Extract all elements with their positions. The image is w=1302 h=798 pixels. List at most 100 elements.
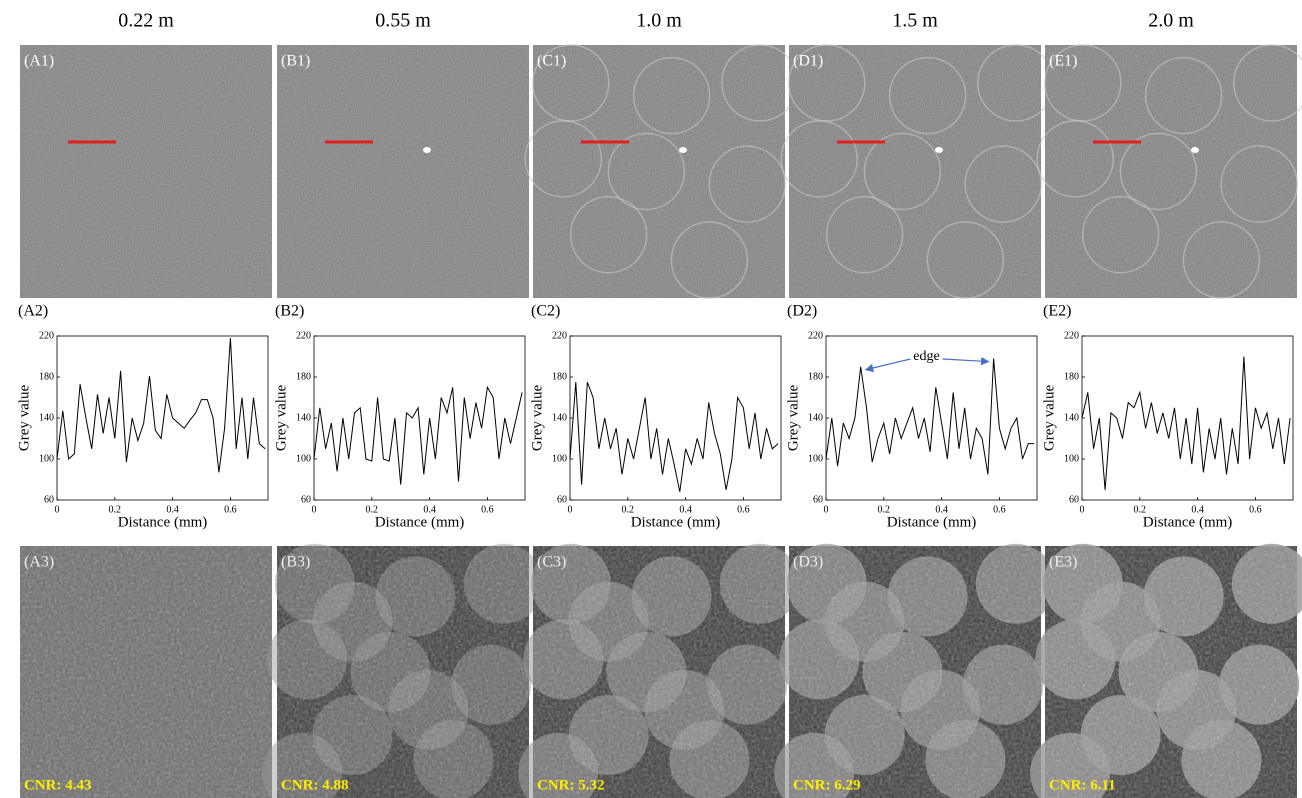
cnr-label: CNR: 6.29 [793,777,861,793]
y-tick-label: 220 [808,330,823,341]
column-header: 1.0 m [636,10,682,32]
data-line [56,337,266,473]
y-axis-label: Grey value [273,385,289,452]
panel-label: (A1) [24,53,54,70]
x-tick-label: 0 [312,504,317,515]
column-header: 2.0 m [1148,10,1194,32]
x-axis-label: Distance (mm) [631,514,721,530]
x-tick-label: 0.6 [481,504,494,515]
panel-label: (E1) [1049,53,1077,70]
y-tick-label: 100 [1064,453,1079,464]
plot-frame [313,335,526,501]
x-tick-label: 0 [1080,504,1085,515]
y-tick-label: 220 [296,330,311,341]
y-tick-label: 220 [552,330,567,341]
data-line [825,358,1035,475]
y-axis-label: Grey value [529,385,545,452]
image-noise [1045,45,1297,298]
x-axis-label: Distance (mm) [375,514,465,530]
y-tick-label: 60 [301,494,311,505]
panel-label: (A2) [18,303,48,320]
panel-label: (C1) [537,53,566,70]
x-axis-label: Distance (mm) [887,514,977,530]
y-tick-label: 220 [1064,330,1079,341]
data-line [313,385,523,485]
panel-label: (D3) [793,554,823,571]
plot-frame [569,335,782,501]
x-tick-label: 0 [568,504,573,515]
column-header: 1.5 m [892,10,938,32]
pore-outline [1220,145,1298,223]
x-tick-label: 0.2 [1134,504,1147,515]
y-tick-label: 180 [39,371,54,382]
x-tick-label: 0.4 [679,504,692,515]
cnr-label: CNR: 4.43 [24,777,92,793]
x-tick-label: 0.2 [366,504,379,515]
y-tick-label: 140 [552,412,567,423]
x-tick-label: 0.6 [224,504,237,515]
data-line [1081,356,1291,490]
x-tick-label: 0 [824,504,829,515]
panel-label: (E2) [1043,303,1071,320]
y-tick-label: 60 [813,494,823,505]
y-tick-label: 60 [557,494,567,505]
pore-outline [632,56,711,135]
data-line [569,381,779,492]
y-tick-label: 180 [552,371,567,382]
image-noise [277,546,529,798]
image-noise [789,546,1041,798]
pore-outline [1044,44,1122,122]
x-tick-label: 0.2 [622,504,635,515]
y-tick-label: 140 [39,412,54,423]
y-tick-label: 180 [808,371,823,382]
pore-outline [888,56,967,135]
pore-outline [1182,221,1261,299]
pore-outline [1144,56,1223,135]
pore-outline [825,196,904,274]
image-noise [789,45,1041,298]
pore-outline [964,145,1042,223]
particle [935,147,943,153]
particle [423,147,431,153]
cnr-label: CNR: 6.11 [1049,777,1116,793]
panel-label: (C2) [531,303,560,320]
plot-frame [1081,335,1294,501]
image-noise [20,546,272,798]
pore-outline [863,132,942,211]
x-tick-label: 0.4 [166,504,179,515]
x-tick-label: 0.2 [109,504,122,515]
x-tick-label: 0.2 [878,504,891,515]
particle [679,147,687,153]
x-tick-label: 0.4 [423,504,436,515]
y-axis-label: Grey value [16,385,32,452]
x-tick-label: 0.6 [993,504,1006,515]
y-tick-label: 140 [296,412,311,423]
cnr-label: CNR: 4.88 [281,777,349,793]
y-axis-label: Grey value [785,385,801,452]
image-noise [533,45,785,298]
image-noise [20,45,272,298]
pore-outline [1119,132,1198,211]
y-tick-label: 140 [808,412,823,423]
y-axis-label: Grey value [1041,385,1057,452]
x-tick-label: 0 [55,504,60,515]
pore-outline [1233,44,1302,122]
pore-outline [788,44,866,122]
column-header: 0.22 m [118,10,174,32]
y-tick-label: 220 [39,330,54,341]
panel-label: (B1) [281,53,310,70]
annotation-arrow [942,356,990,366]
x-tick-label: 0.6 [737,504,750,515]
panel-label: (B3) [281,554,310,571]
pore-outline [1081,196,1160,274]
pore-outline [708,145,786,223]
pore-outline [670,221,749,299]
x-axis-label: Distance (mm) [1143,514,1233,530]
image-noise [277,45,529,298]
pore-outline [607,132,686,211]
panel-label: (C3) [537,554,566,571]
x-tick-label: 0.4 [935,504,948,515]
y-tick-label: 180 [296,371,311,382]
pore-outline [532,44,610,122]
